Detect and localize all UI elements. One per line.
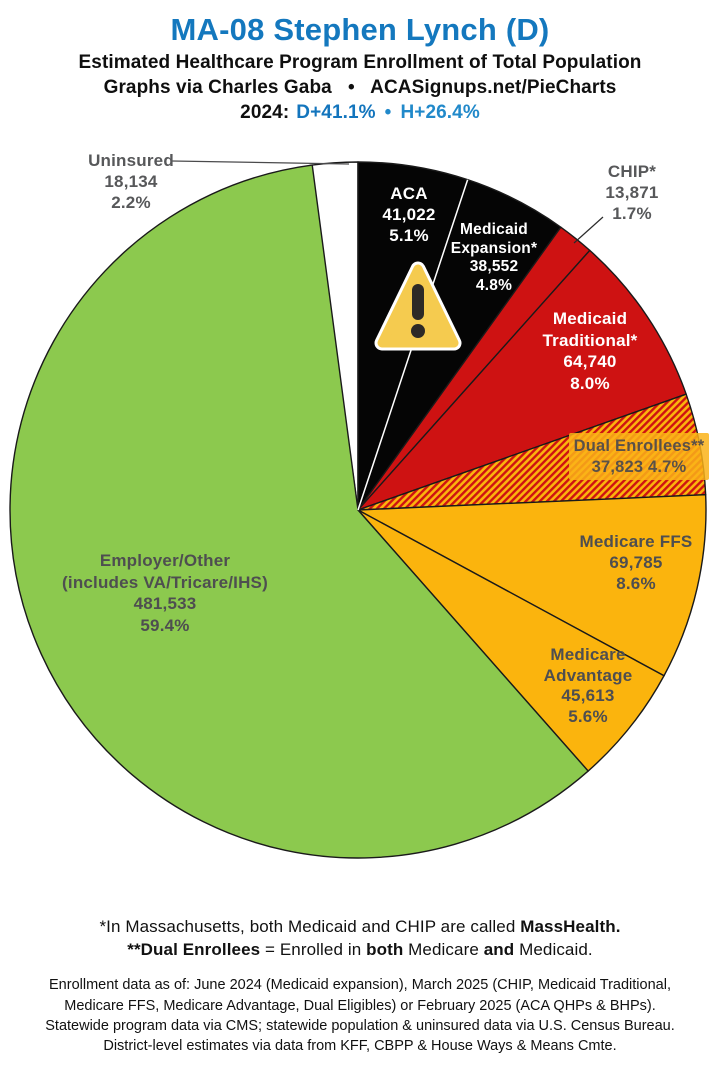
label-leader-line: [573, 216, 604, 244]
lean-bullet-icon: •: [384, 102, 392, 123]
source-note-line: District-level estimates via data from K…: [103, 1038, 617, 1054]
footnote-masshealth: *In Massachusetts, both Medicaid and CHI…: [99, 917, 621, 936]
partisan-lean-line: 2024: D+41.1% • H+26.4%: [0, 102, 720, 124]
pie-slice-medicare-ffs: [357, 494, 707, 677]
lean-house-value: H+26.4%: [400, 102, 480, 123]
page-title: MA-08 Stephen Lynch (D): [170, 12, 550, 47]
subtitle-credit: Graphs via Charles Gaba • ACASignups.net…: [103, 77, 617, 98]
source-note-line: Statewide program data via CMS; statewid…: [45, 1018, 675, 1034]
warning-icon: [374, 261, 462, 351]
pie-slice-employer-other: [9, 164, 589, 859]
lean-dem-value: D+41.1%: [296, 102, 376, 123]
source-note-line: Medicare FFS, Medicare Advantage, Dual E…: [64, 998, 656, 1014]
pie-slice-medicaid-traditional: [357, 249, 687, 511]
lean-year-label: 2024:: [240, 102, 290, 123]
pie-slices-group: [9, 161, 707, 859]
footnote-dual-enrollees: **Dual Enrollees = Enrolled in both Medi…: [127, 940, 593, 959]
label-leader-line: [171, 160, 350, 165]
subtitle-enrollment: Estimated Healthcare Program Enrollment …: [78, 52, 642, 73]
source-note-line: Enrollment data as of: June 2024 (Medica…: [49, 977, 671, 993]
